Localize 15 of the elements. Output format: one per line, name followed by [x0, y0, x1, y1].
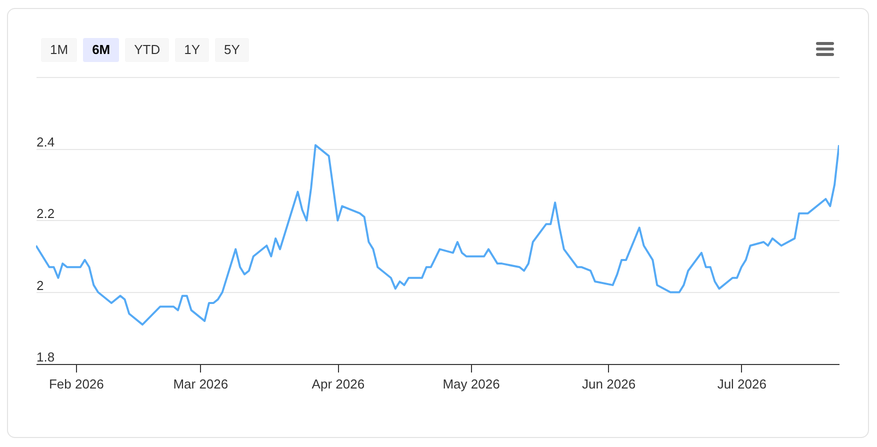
text: 6M [83, 38, 120, 62]
text: YTD [125, 38, 170, 62]
text: 1Y [175, 38, 210, 62]
text: 5Y [215, 38, 249, 62]
x-tick-label: Feb 2026 [48, 376, 104, 392]
x-tick-label: Apr 2026 [312, 376, 365, 392]
y-tick-label: 2.2 [36, 206, 55, 221]
text: 1M [41, 38, 78, 62]
x-tick-label: Jun 2026 [582, 376, 636, 392]
x-tick-label: Jul 2026 [717, 376, 766, 392]
y-tick-label: 2 [36, 278, 44, 293]
y-tick-label: 1.8 [36, 350, 55, 364]
x-tick-label: Mar 2026 [173, 376, 228, 392]
y-tick-label: 2.4 [36, 134, 55, 150]
x-tick-label: May 2026 [442, 376, 500, 392]
